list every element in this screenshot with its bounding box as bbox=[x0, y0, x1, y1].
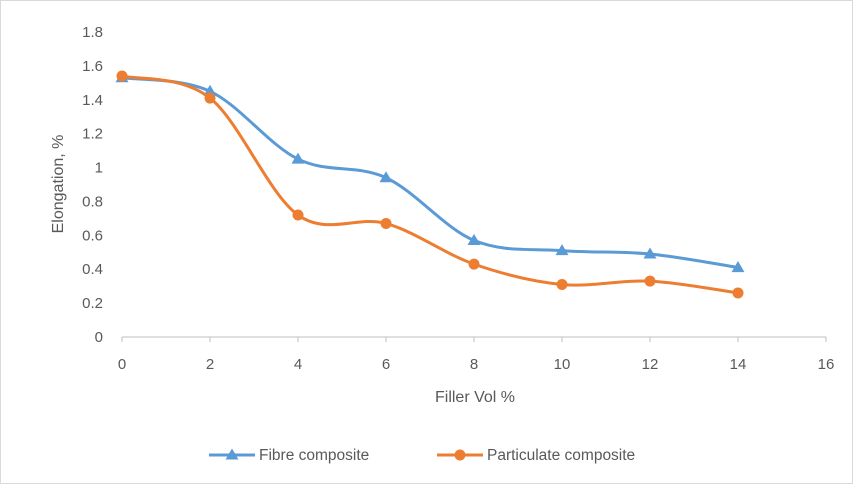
legend-item: Particulate composite bbox=[437, 447, 635, 464]
x-axis-label: Filler Vol % bbox=[435, 389, 515, 406]
data-point bbox=[291, 152, 305, 164]
data-point bbox=[204, 92, 216, 104]
data-point bbox=[292, 209, 304, 221]
legend-label: Particulate composite bbox=[487, 447, 635, 464]
y-tick-label: 1.6 bbox=[82, 58, 103, 75]
data-point bbox=[644, 275, 656, 287]
x-tick-label: 16 bbox=[818, 356, 835, 373]
x-tick-label: 6 bbox=[382, 356, 390, 373]
data-point bbox=[732, 287, 744, 299]
series-layer bbox=[115, 70, 745, 299]
data-point bbox=[116, 70, 128, 82]
x-tick-label: 10 bbox=[554, 356, 571, 373]
y-tick-label: 0.8 bbox=[82, 193, 103, 210]
series-line bbox=[121, 74, 739, 295]
y-tick-label: 0.4 bbox=[82, 261, 103, 278]
y-axis-label: Elongation, % bbox=[50, 135, 67, 234]
data-point bbox=[556, 278, 568, 290]
y-tick-label: 0 bbox=[95, 329, 103, 346]
x-tick-label: 12 bbox=[642, 356, 659, 373]
x-tick-label: 8 bbox=[470, 356, 478, 373]
legend-label: Fibre composite bbox=[259, 447, 369, 464]
y-tick-label: 1 bbox=[95, 160, 103, 177]
data-point bbox=[555, 244, 569, 256]
data-point bbox=[467, 233, 481, 245]
data-point bbox=[203, 84, 217, 96]
y-tick-label: 0.6 bbox=[82, 227, 103, 244]
data-point bbox=[643, 247, 657, 259]
x-tick-label: 4 bbox=[294, 356, 302, 373]
legend-item: Fibre composite bbox=[209, 447, 369, 464]
series-line bbox=[121, 76, 739, 270]
data-point bbox=[379, 171, 393, 183]
series-particulate-composite bbox=[116, 70, 744, 299]
x-tick-label: 2 bbox=[206, 356, 214, 373]
x-tick-label: 0 bbox=[118, 356, 126, 373]
data-point bbox=[731, 261, 745, 273]
legend-marker bbox=[454, 449, 466, 461]
data-point bbox=[468, 258, 480, 270]
y-tick-label: 1.4 bbox=[82, 92, 103, 109]
legend: Fibre composite Particulate composite bbox=[209, 447, 635, 464]
x-tick-label: 14 bbox=[730, 356, 747, 373]
y-tick-label: 0.2 bbox=[82, 295, 103, 312]
y-tick-label: 1.2 bbox=[82, 126, 103, 143]
axes: 0 2 4 6 8 10 12 14 16 0 0.2 0.4 0.6 0.8 1 1.2 1.4 1.6 1.8 bbox=[82, 24, 834, 373]
data-point bbox=[380, 217, 392, 229]
legend-marker bbox=[225, 448, 239, 460]
y-tick-label: 1.8 bbox=[82, 24, 103, 41]
